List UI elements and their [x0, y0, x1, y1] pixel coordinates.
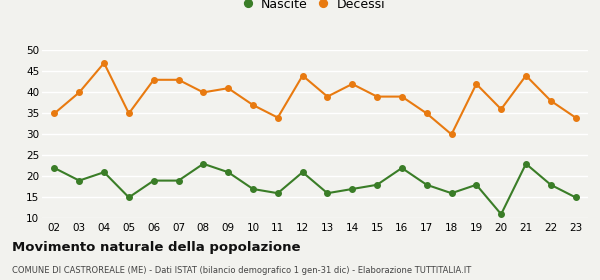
Nascite: [423, 183, 430, 186]
Decessi: [250, 103, 257, 107]
Decessi: [200, 91, 207, 94]
Nascite: [473, 183, 480, 186]
Decessi: [299, 74, 306, 77]
Nascite: [497, 213, 505, 216]
Line: Decessi: Decessi: [52, 60, 578, 137]
Text: COMUNE DI CASTROREALE (ME) - Dati ISTAT (bilancio demografico 1 gen-31 dic) - El: COMUNE DI CASTROREALE (ME) - Dati ISTAT …: [12, 266, 471, 275]
Decessi: [175, 78, 182, 81]
Nascite: [200, 162, 207, 165]
Decessi: [398, 95, 406, 98]
Nascite: [349, 187, 356, 191]
Decessi: [448, 133, 455, 136]
Nascite: [224, 171, 232, 174]
Decessi: [523, 74, 530, 77]
Decessi: [349, 82, 356, 86]
Nascite: [51, 166, 58, 170]
Nascite: [175, 179, 182, 182]
Decessi: [497, 108, 505, 111]
Decessi: [76, 91, 83, 94]
Nascite: [250, 187, 257, 191]
Decessi: [125, 112, 133, 115]
Text: Movimento naturale della popolazione: Movimento naturale della popolazione: [12, 241, 301, 254]
Nascite: [100, 171, 107, 174]
Decessi: [51, 112, 58, 115]
Decessi: [274, 116, 281, 119]
Nascite: [523, 162, 530, 165]
Decessi: [324, 95, 331, 98]
Nascite: [125, 196, 133, 199]
Nascite: [324, 192, 331, 195]
Nascite: [572, 196, 579, 199]
Nascite: [150, 179, 157, 182]
Decessi: [473, 82, 480, 86]
Line: Nascite: Nascite: [52, 161, 578, 217]
Decessi: [100, 61, 107, 65]
Decessi: [224, 87, 232, 90]
Decessi: [373, 95, 380, 98]
Nascite: [76, 179, 83, 182]
Nascite: [547, 183, 554, 186]
Legend: Nascite, Decessi: Nascite, Decessi: [240, 0, 390, 17]
Nascite: [398, 166, 406, 170]
Nascite: [448, 192, 455, 195]
Nascite: [299, 171, 306, 174]
Decessi: [572, 116, 579, 119]
Decessi: [547, 99, 554, 102]
Decessi: [423, 112, 430, 115]
Nascite: [373, 183, 380, 186]
Nascite: [274, 192, 281, 195]
Decessi: [150, 78, 157, 81]
